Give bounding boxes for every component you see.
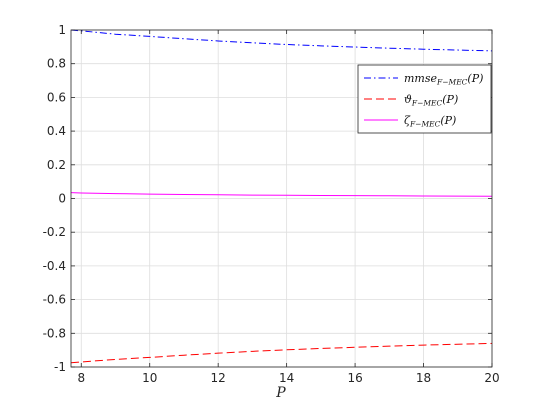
legend-label-1: mmseF−MEC(P) xyxy=(404,72,483,87)
y-tick-label: -0.8 xyxy=(43,326,66,340)
tick-labels: 8 10 12 14 16 18 20 1 0.8 0.6 0.4 0.2 0 -0.2 -0.4 -0.6 -… xyxy=(43,23,500,385)
series-line-3 xyxy=(70,192,493,197)
y-tick-label: -0.6 xyxy=(43,293,66,307)
x-tick-label: 10 xyxy=(142,371,157,385)
x-tick-label: 8 xyxy=(77,371,85,385)
y-tick-label: 0.2 xyxy=(47,158,66,172)
x-tick-label: 20 xyxy=(484,371,499,385)
ticks xyxy=(71,29,493,368)
y-tick-label: 0.6 xyxy=(47,90,66,104)
x-tick-label: 14 xyxy=(279,371,294,385)
y-tick-label: 1 xyxy=(58,23,66,37)
y-tick-label: 0.8 xyxy=(47,57,66,71)
x-tick-label: 18 xyxy=(416,371,431,385)
legend-label-2: ϑF−MEC(P) xyxy=(404,93,458,108)
series-line-2 xyxy=(70,342,493,364)
y-tick-label: -0.2 xyxy=(43,225,66,239)
y-tick-label: 0 xyxy=(58,192,66,206)
x-tick-label: 12 xyxy=(211,371,226,385)
legend: mmseF−MEC(P) ϑF−MEC(P) ζF−MEC(P) xyxy=(357,64,492,134)
y-tick-label: -0.4 xyxy=(43,259,66,273)
x-axis-label: P xyxy=(275,385,286,401)
y-tick-label: 0.4 xyxy=(47,124,66,138)
series-line-1 xyxy=(70,29,493,52)
series-layer xyxy=(70,29,493,364)
x-tick-label: 16 xyxy=(347,371,362,385)
y-tick-label: -1 xyxy=(54,360,66,374)
legend-label-3: ζF−MEC(P) xyxy=(404,114,456,129)
